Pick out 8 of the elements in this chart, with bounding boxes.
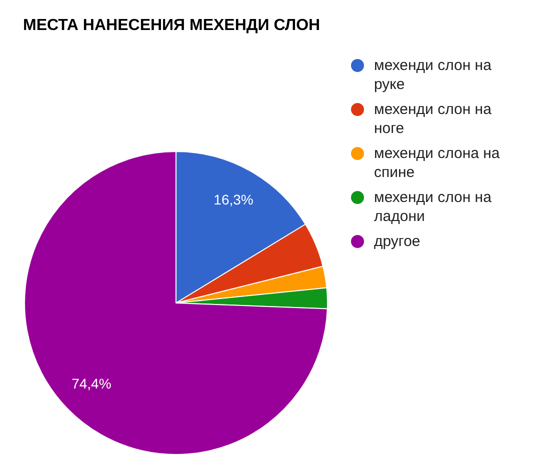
legend-label: мехенди слон на ладони [374,188,492,226]
legend-label: другое [374,232,422,251]
data-label: 74,4% [72,375,112,392]
legend-label: мехенди слона на спине [374,144,501,182]
data-label: 16,3% [214,192,254,208]
legend-label: мехенди слон на руке [374,56,492,94]
chart-title: МЕСТА НАНЕСЕНИЯ МЕХЕНДИ СЛОН [23,17,320,34]
legend-label: мехенди слон на ноге [374,100,492,138]
